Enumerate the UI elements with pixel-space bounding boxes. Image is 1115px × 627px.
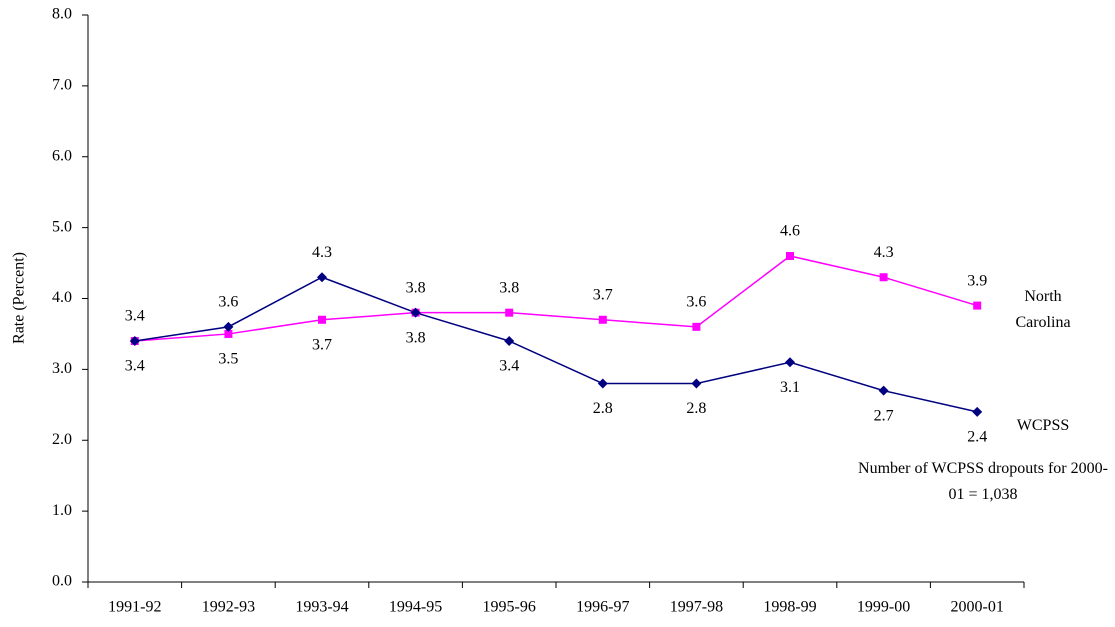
marker [597, 378, 608, 389]
y-tick-label: 4.0 [52, 289, 72, 306]
y-tick-label: 5.0 [52, 218, 72, 235]
marker [129, 336, 140, 347]
marker [691, 378, 702, 389]
y-tick-label: 0.0 [52, 573, 72, 590]
value-label: 4.3 [312, 244, 332, 261]
marker [878, 385, 889, 396]
marker [973, 301, 982, 310]
value-label: 3.1 [780, 379, 800, 396]
value-label: 3.8 [406, 279, 426, 296]
x-tick-label: 1997-98 [670, 599, 723, 616]
x-tick-label: 1998-99 [763, 599, 816, 616]
marker [972, 406, 983, 417]
marker [505, 308, 514, 317]
y-axis-label: Rate (Percent) [11, 252, 28, 344]
x-tick-label: 1994-95 [389, 599, 442, 616]
marker [785, 357, 795, 368]
value-label: 2.4 [967, 429, 987, 446]
legend-label: North Carolina [1015, 287, 1071, 331]
x-tick-label: 1991-92 [108, 599, 161, 616]
series-line [134, 255, 978, 342]
value-label: 3.7 [593, 286, 613, 303]
value-label: 3.9 [967, 272, 987, 289]
marker [786, 251, 794, 260]
y-tick-label: 8.0 [52, 6, 72, 23]
value-label: 3.6 [686, 294, 706, 311]
x-tick-label: 1999-00 [857, 599, 910, 616]
marker [410, 307, 421, 318]
y-tick-label: 3.0 [52, 360, 72, 377]
value-label: 3.8 [499, 279, 519, 296]
marker [504, 336, 515, 347]
x-tick-label: 1996-97 [576, 599, 629, 616]
value-label: 3.6 [218, 294, 238, 311]
marker [223, 321, 234, 332]
value-label: 3.4 [125, 308, 145, 325]
series-line [134, 276, 978, 413]
marker [692, 322, 701, 331]
marker [318, 315, 326, 324]
y-tick-label: 2.0 [52, 431, 72, 448]
legend-label: WCPSS [1016, 416, 1070, 434]
value-label: 4.6 [780, 223, 800, 240]
value-label: 2.7 [874, 407, 894, 424]
x-tick-label: 2000-01 [951, 599, 1004, 616]
marker [317, 272, 327, 283]
value-label: 3.7 [312, 336, 332, 353]
x-tick-label: 1992-93 [202, 599, 255, 616]
value-label: 3.4 [125, 358, 145, 375]
marker [224, 329, 233, 338]
value-label: 3.4 [499, 358, 519, 375]
value-label: 3.8 [406, 329, 426, 346]
y-tick-label: 6.0 [52, 147, 72, 164]
value-label: 2.8 [686, 400, 706, 417]
y-tick-label: 1.0 [52, 502, 72, 519]
x-tick-label: 1995-96 [483, 599, 536, 616]
marker [879, 273, 888, 282]
marker [598, 315, 607, 324]
value-label: 2.8 [593, 400, 613, 417]
y-tick-label: 7.0 [52, 77, 72, 94]
value-label: 3.5 [218, 351, 238, 368]
x-tick-label: 1993-94 [295, 599, 348, 616]
annotation: Number of WCPSS dropouts for 2000-01 = 1… [858, 460, 1108, 503]
value-label: 4.3 [874, 244, 894, 261]
